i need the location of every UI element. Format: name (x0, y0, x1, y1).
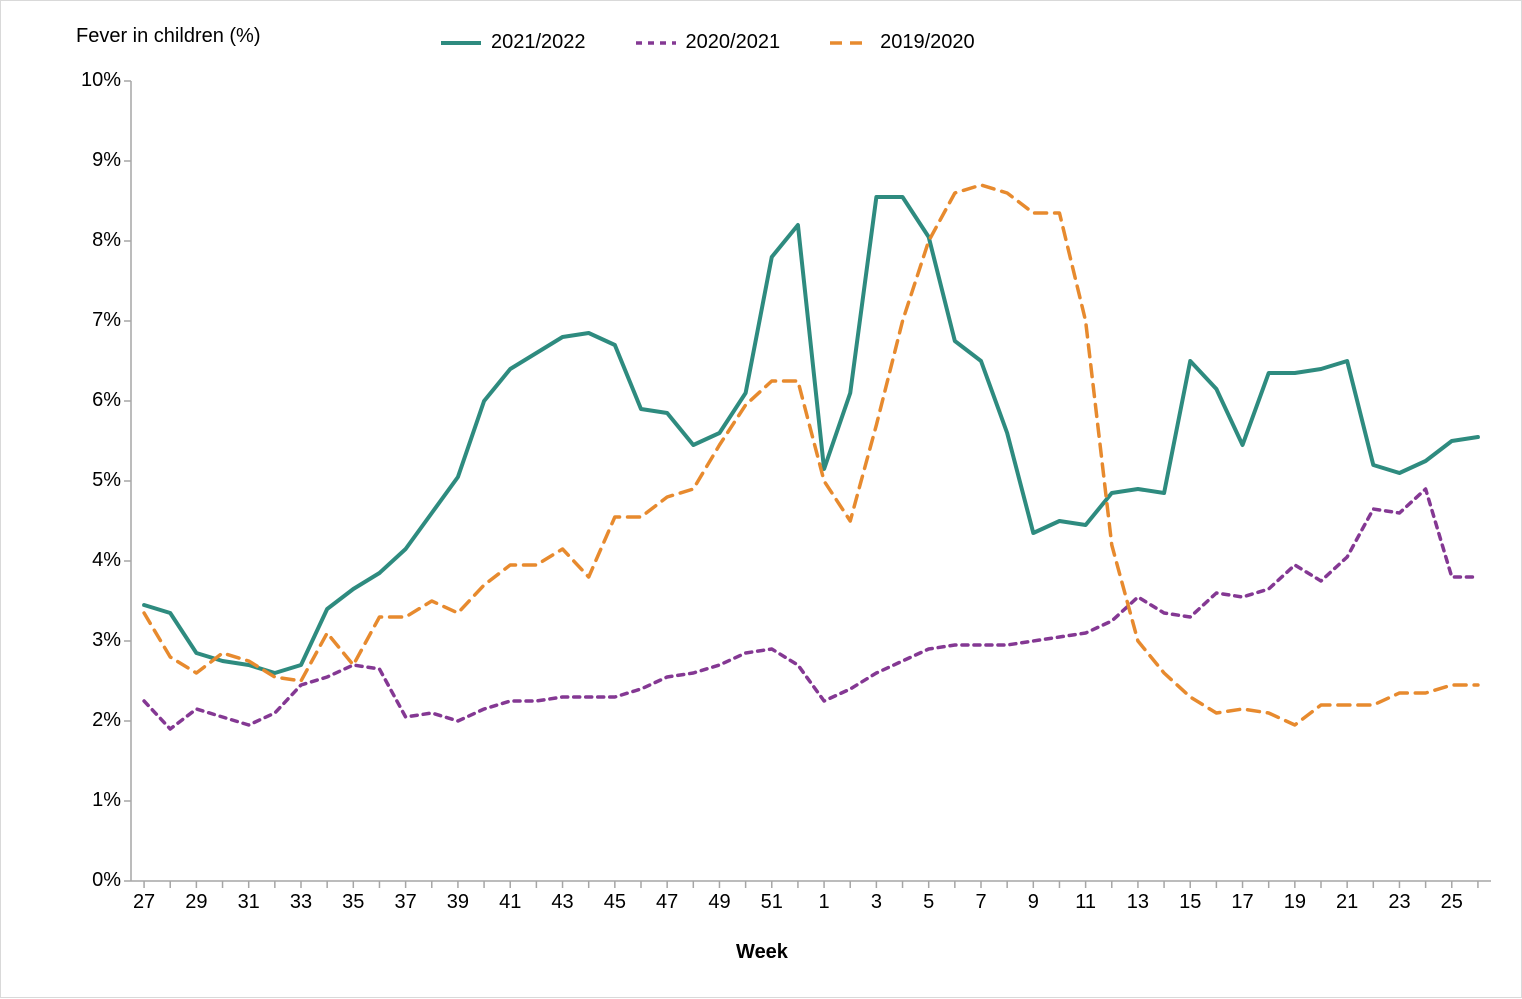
x-tick-label: 15 (1170, 891, 1210, 914)
x-tick-label: 51 (752, 891, 792, 914)
x-axis-title: Week (1, 941, 1522, 964)
x-tick-label: 43 (543, 891, 583, 914)
y-tick-label: 9% (61, 149, 121, 172)
x-tick-label: 49 (699, 891, 739, 914)
x-tick-label: 5 (909, 891, 949, 914)
x-tick-label: 33 (281, 891, 321, 914)
x-tick-label: 7 (961, 891, 1001, 914)
x-tick-label: 41 (490, 891, 530, 914)
y-tick-label: 4% (61, 549, 121, 572)
fever-chart: Fever in children (%) 2021/20222020/2021… (0, 0, 1522, 998)
x-tick-label: 35 (333, 891, 373, 914)
x-tick-label: 1 (804, 891, 844, 914)
x-tick-label: 27 (124, 891, 164, 914)
x-tick-label: 25 (1432, 891, 1472, 914)
y-tick-label: 5% (61, 469, 121, 492)
x-tick-label: 19 (1275, 891, 1315, 914)
x-tick-label: 17 (1223, 891, 1263, 914)
x-tick-label: 11 (1066, 891, 1106, 914)
x-tick-label: 37 (386, 891, 426, 914)
y-tick-label: 0% (61, 869, 121, 892)
series-line (144, 489, 1478, 729)
x-tick-label: 45 (595, 891, 635, 914)
x-tick-label: 3 (856, 891, 896, 914)
x-tick-label: 39 (438, 891, 478, 914)
y-tick-label: 8% (61, 229, 121, 252)
y-tick-label: 6% (61, 389, 121, 412)
x-tick-label: 9 (1013, 891, 1053, 914)
x-tick-label: 29 (176, 891, 216, 914)
y-tick-label: 2% (61, 709, 121, 732)
x-tick-label: 13 (1118, 891, 1158, 914)
y-tick-label: 1% (61, 789, 121, 812)
y-tick-label: 7% (61, 309, 121, 332)
x-tick-label: 21 (1327, 891, 1367, 914)
y-tick-label: 3% (61, 629, 121, 652)
plot-area (1, 1, 1522, 999)
x-tick-label: 47 (647, 891, 687, 914)
y-tick-label: 10% (61, 69, 121, 92)
series-line (144, 185, 1478, 725)
x-tick-label: 23 (1379, 891, 1419, 914)
x-tick-label: 31 (229, 891, 269, 914)
